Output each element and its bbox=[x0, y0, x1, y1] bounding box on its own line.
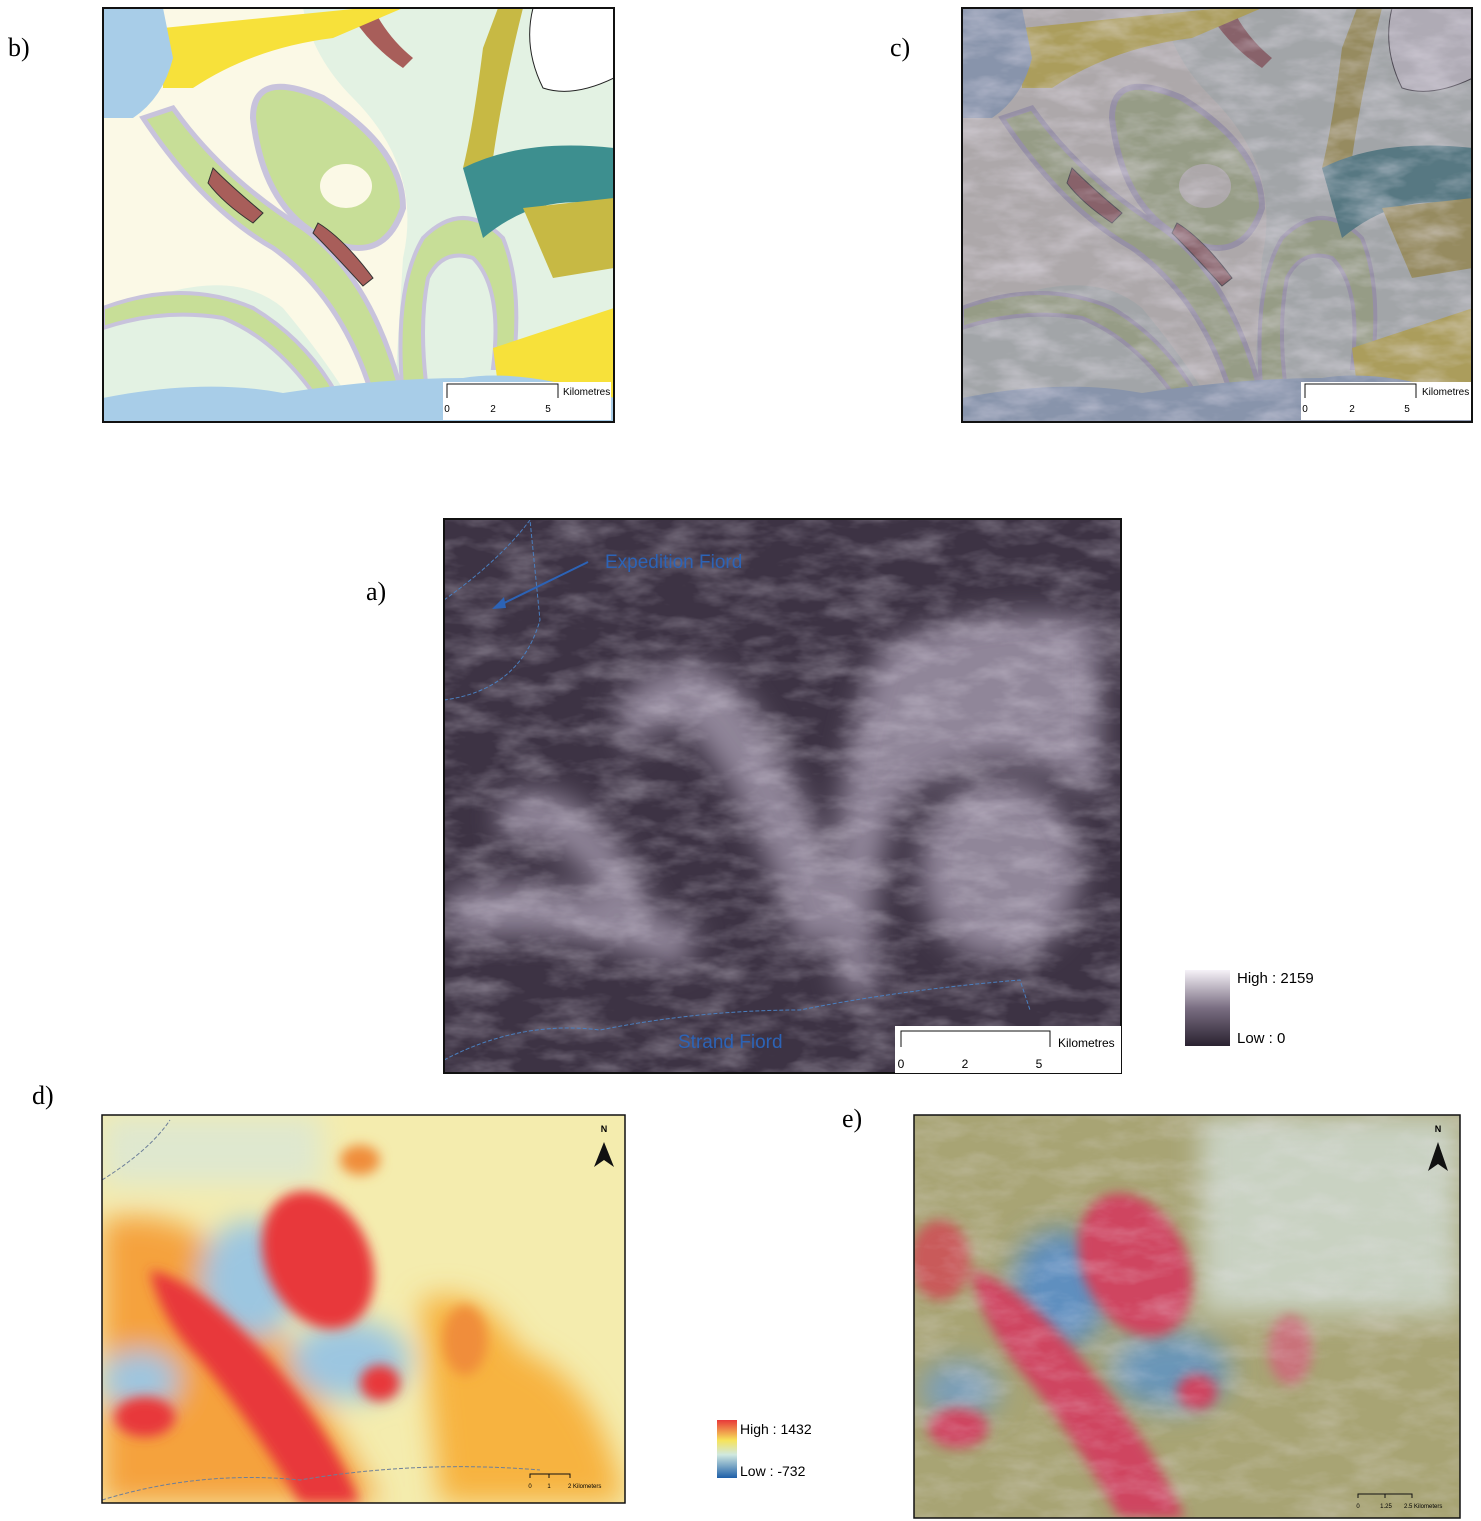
scale-bar: 0 2 5 Kilometres bbox=[443, 382, 611, 420]
north-label: N bbox=[601, 1124, 608, 1134]
scale-bar: 0 2 5 Kilometres bbox=[1301, 382, 1471, 420]
panel-label: d) bbox=[32, 1081, 54, 1110]
legend-ramp bbox=[717, 1420, 737, 1478]
figure: b) 0 2 5 Kilometres c) 0 2 5 Kilometres … bbox=[0, 0, 1481, 1521]
scale-tick: 2 bbox=[490, 404, 496, 415]
legend-low: Low : -732 bbox=[740, 1463, 806, 1479]
scale-unit: Kilometres bbox=[1058, 1036, 1115, 1050]
annotation: Expedition Fiord bbox=[605, 552, 742, 573]
legend-low: Low : 0 bbox=[1237, 1030, 1285, 1047]
scale-tick: 0 bbox=[444, 404, 450, 415]
geology-map-b bbox=[103, 8, 614, 422]
dem-map-a bbox=[444, 519, 1121, 1073]
scale-tick: 5 bbox=[1036, 1057, 1043, 1071]
geology-hillshade-map-c bbox=[962, 8, 1473, 422]
panel-label: b) bbox=[8, 33, 30, 62]
scale-tick: 0 bbox=[1302, 404, 1308, 415]
north-label: N bbox=[1435, 1124, 1442, 1134]
panel-label: e) bbox=[842, 1104, 862, 1133]
scale-bar: 0 2 5 Kilometres bbox=[895, 1026, 1121, 1073]
scale-unit: 2 Kilometers bbox=[568, 1484, 601, 1490]
legend-ramp bbox=[1185, 970, 1230, 1046]
scale-tick: 2 bbox=[962, 1057, 969, 1071]
legend-high: High : 2159 bbox=[1237, 970, 1314, 987]
scale-unit: Kilometres bbox=[1422, 387, 1469, 398]
scale-tick: 1.25 bbox=[1380, 1504, 1392, 1510]
scale-tick: 5 bbox=[545, 404, 551, 415]
scale-tick: 5 bbox=[1404, 404, 1410, 415]
panel-label: a) bbox=[366, 577, 386, 606]
scale-tick: 0 bbox=[898, 1057, 905, 1071]
scale-tick: 2 bbox=[1349, 404, 1355, 415]
scale-unit: 2.5 Kilometers bbox=[1404, 1504, 1442, 1510]
anomaly-map-d bbox=[100, 1115, 625, 1503]
legend-high: High : 1432 bbox=[740, 1421, 812, 1437]
scale-unit: Kilometres bbox=[563, 387, 610, 398]
annotation: Strand Fiord bbox=[678, 1032, 783, 1053]
panel-label: c) bbox=[890, 33, 910, 62]
anomaly-hillshade-map-e bbox=[910, 1115, 1460, 1518]
